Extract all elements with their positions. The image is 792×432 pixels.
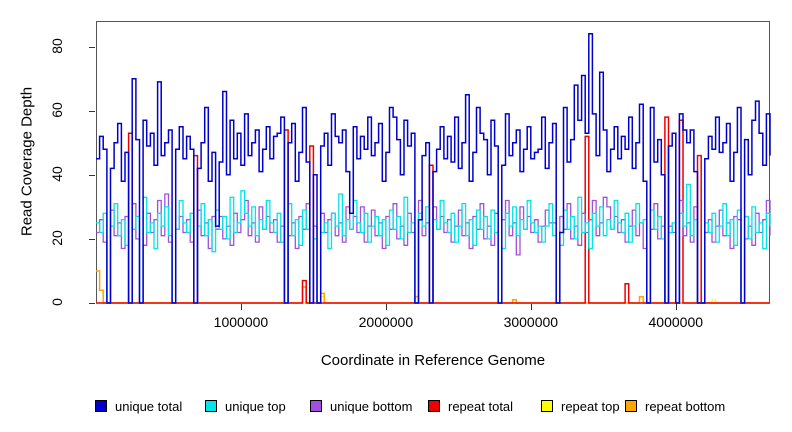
legend-swatch-icon <box>310 400 322 412</box>
series-unique-total <box>96 33 771 304</box>
y-axis-title: Read Coverage Depth <box>18 86 36 237</box>
legend-swatch-icon <box>205 400 217 412</box>
legend-label: repeat top <box>561 398 620 414</box>
legend-item-repeat-top: repeat top <box>541 398 620 414</box>
legend-label: unique top <box>225 398 286 414</box>
legend-label: repeat total <box>448 398 514 414</box>
legend-item-unique-top: unique top <box>205 398 286 414</box>
plot-canvas <box>96 21 771 304</box>
legend-label: repeat bottom <box>645 398 726 414</box>
legend-swatch-icon <box>428 400 440 412</box>
y-tickmark <box>89 238 95 240</box>
y-tickmark <box>89 303 95 304</box>
chart-legend: unique total unique top unique bottom repea… <box>0 398 792 418</box>
x-tick-label: 3000000 <box>503 314 559 330</box>
y-tick-label: 20 <box>49 230 65 246</box>
y-tickmark <box>89 46 95 48</box>
y-tick-label: 0 <box>49 298 65 306</box>
y-tick-label: 80 <box>49 37 65 54</box>
y-tickmark <box>89 174 95 176</box>
legend-item-unique-bottom: unique bottom <box>310 398 412 414</box>
x-tick-label: 1000000 <box>213 314 269 330</box>
legend-label: unique total <box>115 398 183 414</box>
legend-swatch-icon <box>625 400 637 412</box>
legend-item-unique-total: unique total <box>95 398 182 414</box>
legend-swatch-icon <box>541 400 553 412</box>
x-tickmark <box>675 304 677 310</box>
y-tick-label: 60 <box>49 101 65 118</box>
x-tickmark <box>530 304 532 310</box>
y-tickmark <box>89 110 95 112</box>
x-tickmark <box>240 304 242 310</box>
x-axis-title: Coordinate in Reference Genome <box>320 352 546 369</box>
x-tickmark <box>385 304 387 310</box>
legend-swatch-icon <box>95 400 107 412</box>
legend-item-repeat-total: repeat total <box>428 398 513 414</box>
x-tick-label: 4000000 <box>648 314 704 330</box>
legend-label: unique bottom <box>330 398 413 414</box>
x-tick-label: 2000000 <box>358 314 414 330</box>
legend-item-repeat-bottom: repeat bottom <box>625 398 725 414</box>
y-tick-label: 40 <box>49 166 65 182</box>
